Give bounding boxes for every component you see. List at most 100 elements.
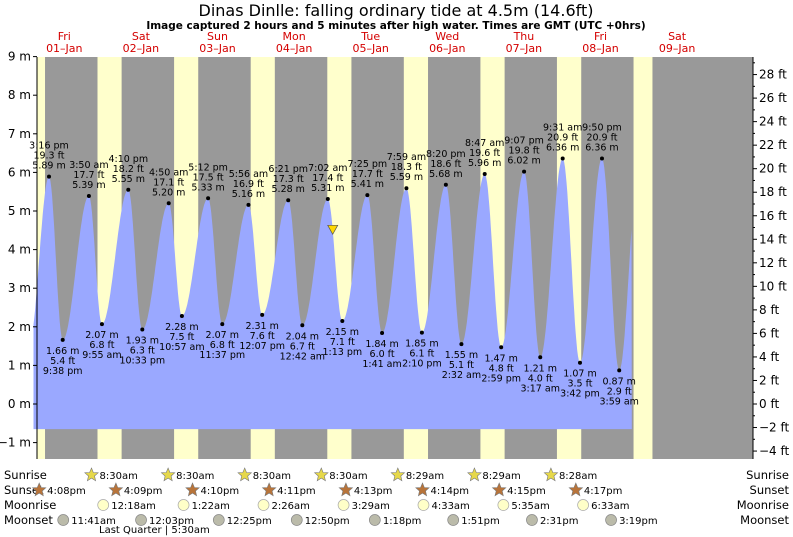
high-tide-ft: 17.3 ft <box>273 174 304 185</box>
high-tide-ft: 20.9 ft <box>547 133 578 144</box>
low-tide-m: 1.93 m <box>126 336 159 347</box>
low-tide-time: 2:59 pm <box>481 373 521 384</box>
high-tide-time: 9:07 pm <box>504 136 544 147</box>
day-label-date: 06–Jan <box>429 42 465 55</box>
left-tick-label: 2 m <box>8 320 31 334</box>
day-label-dow: Fri <box>594 30 607 43</box>
high-tide-m: 5.33 m <box>191 182 224 193</box>
low-tide-ft: 7.6 ft <box>250 331 275 342</box>
high-tide-ft: 18.3 ft <box>391 162 422 173</box>
low-tide-ft: 7.5 ft <box>169 332 194 343</box>
row-label-right-moonrise: Moonrise <box>737 498 789 512</box>
sunrise-time: 8:29am <box>406 471 444 482</box>
sunrise-time: 8:30am <box>253 471 291 482</box>
high-tide-point <box>246 202 251 207</box>
right-tick-label: −4 ft <box>759 444 790 458</box>
sunrise-time: 8:28am <box>559 471 597 482</box>
sunset-icon <box>261 482 277 497</box>
high-tide-m: 5.55 m <box>112 174 145 185</box>
moonset-icon <box>526 514 538 526</box>
high-tide-time: 9:50 pm <box>582 123 622 134</box>
high-tide-point <box>599 156 604 161</box>
sunrise-time: 8:29am <box>482 471 520 482</box>
moonrise-time: 4:33am <box>431 501 469 512</box>
left-tick-label: 1 m <box>8 358 31 372</box>
high-tide-point <box>325 197 330 202</box>
moonrise-icon <box>577 499 589 511</box>
moonrise-time: 6:33am <box>591 501 629 512</box>
day-label-date: 02–Jan <box>123 42 159 55</box>
sunrise-time: 8:30am <box>176 471 214 482</box>
high-tide-ft: 17.7 ft <box>73 170 104 181</box>
moonset-time: 2:31pm <box>540 516 579 527</box>
day-label-dow: Thu <box>513 30 535 43</box>
low-tide-m: 2.15 m <box>326 327 359 338</box>
low-tide-point <box>140 327 145 332</box>
left-tick-label: −1 m <box>0 436 31 450</box>
day-label-dow: Sat <box>132 30 151 43</box>
high-tide-time: 6:21 pm <box>268 164 308 175</box>
low-tide-time: 9:38 pm <box>43 366 83 377</box>
high-tide-m: 6.02 m <box>507 156 540 167</box>
low-tide-point <box>380 330 385 335</box>
left-tick-label: 8 m <box>8 88 31 102</box>
low-tide-time: 3:42 pm <box>560 389 600 400</box>
row-label-right-sunrise: Sunrise <box>746 468 789 482</box>
low-tide-ft: 7.1 ft <box>330 337 355 348</box>
moonrise-time: 1:22am <box>192 501 230 512</box>
sunrise-icon <box>160 467 176 482</box>
low-tide-point <box>617 368 622 373</box>
high-tide-time: 5:12 pm <box>188 162 228 173</box>
low-tide-time: 1:41 am <box>362 359 401 370</box>
low-tide-m: 1.85 m <box>405 339 438 350</box>
day-label-date: 08–Jan <box>582 42 618 55</box>
low-tide-point <box>419 330 424 335</box>
low-tide-m: 2.31 m <box>245 321 278 332</box>
low-tide-time: 12:07 pm <box>239 341 285 352</box>
left-tick-label: 6 m <box>8 165 31 179</box>
sunrise-icon <box>84 467 99 482</box>
moonset-icon <box>290 514 303 526</box>
low-tide-point <box>300 323 305 328</box>
high-tide-point <box>126 187 131 192</box>
low-tide-ft: 3.5 ft <box>567 379 592 390</box>
day-label-dow: Sun <box>207 30 228 43</box>
row-label-left-sunset: Sunset <box>4 483 44 497</box>
sunset-time: 4:17pm <box>584 486 623 497</box>
moonrise-icon <box>177 499 190 511</box>
high-tide-time: 7:59 am <box>387 152 426 163</box>
moonset-icon <box>135 514 147 526</box>
day-label-date: 07–Jan <box>506 42 542 55</box>
right-tick-label: 14 ft <box>759 232 787 246</box>
low-tide-point <box>538 355 543 360</box>
sunset-icon <box>491 482 507 497</box>
sunset-time: 4:15pm <box>507 486 546 497</box>
right-tick-label: 22 ft <box>759 138 787 152</box>
moonset-time: 1:18pm <box>383 516 422 527</box>
high-tide-ft: 19.3 ft <box>33 151 64 162</box>
high-tide-ft: 16.9 ft <box>233 179 264 190</box>
low-tide-m: 0.87 m <box>602 376 635 387</box>
low-tide-ft: 6.1 ft <box>409 349 434 360</box>
right-tick-label: 12 ft <box>759 256 787 270</box>
moonrise-icon <box>497 499 510 511</box>
day-label-date: 01–Jan <box>46 42 82 55</box>
right-tick-label: 2 ft <box>759 373 779 387</box>
low-tide-time: 9:55 am <box>82 350 121 361</box>
high-tide-ft: 19.8 ft <box>509 146 540 157</box>
low-tide-point <box>60 337 65 342</box>
low-tide-time: 2:32 am <box>442 370 481 381</box>
low-tide-ft: 4.8 ft <box>489 363 514 374</box>
left-tick-label: 0 m <box>8 397 31 411</box>
sunrise-icon <box>390 467 406 482</box>
moonset-time: 1:51pm <box>461 516 500 527</box>
high-tide-time: 9:31 am <box>543 123 582 134</box>
row-label-left-moonrise: Moonrise <box>4 498 56 512</box>
high-tide-m: 5.16 m <box>232 189 265 200</box>
moonrise-icon <box>337 499 350 511</box>
sunrise-time: 8:30am <box>329 471 367 482</box>
low-tide-m: 2.07 m <box>85 330 118 341</box>
moonrise-time: 3:29am <box>352 501 390 512</box>
sunset-time: 4:09pm <box>124 486 163 497</box>
